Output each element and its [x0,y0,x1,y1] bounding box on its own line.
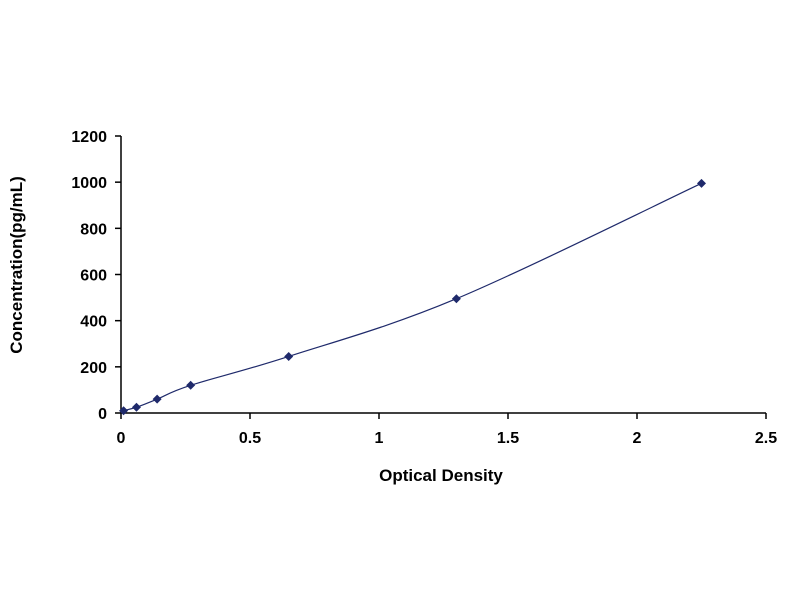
data-point [451,294,461,304]
y-tick-label: 200 [80,360,107,377]
data-point [131,402,141,412]
data-point [152,394,162,404]
data-point [186,380,196,390]
x-tick-label: 1.5 [497,430,519,447]
y-axis-ticks: 0 200 400 600 800 1000 1200 [71,129,121,423]
y-tick-label: 600 [80,268,107,285]
fit-curve [123,182,702,412]
y-tick-label: 1000 [71,175,107,192]
y-tick-label: 1200 [71,129,107,146]
data-point [697,178,706,188]
x-axis-ticks: 0 0.5 1 1.5 2 2.5 [117,413,777,447]
y-tick-label: 0 [98,406,107,423]
x-tick-label: 0 [117,430,126,447]
data-point [284,351,294,361]
x-axis-title: Optical Density [379,466,503,485]
data-points [119,178,706,416]
data-point [119,406,129,416]
x-tick-label: 2 [633,430,642,447]
x-tick-label: 2.5 [755,430,777,447]
y-tick-label: 800 [80,221,107,238]
x-tick-label: 0.5 [239,430,261,447]
y-axis-title: Concentration(pg/mL) [7,176,26,354]
x-tick-label: 1 [375,430,384,447]
y-tick-label: 400 [80,314,107,331]
